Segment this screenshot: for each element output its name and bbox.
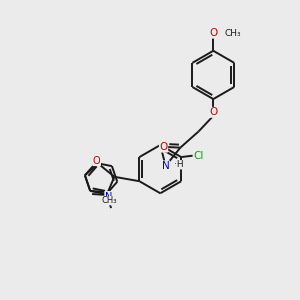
- Text: N: N: [105, 191, 112, 202]
- Text: CH₃: CH₃: [224, 28, 241, 38]
- Text: CH₃: CH₃: [102, 196, 117, 205]
- Text: O: O: [159, 142, 168, 152]
- Text: O: O: [93, 156, 100, 166]
- Text: O: O: [209, 28, 218, 38]
- Text: ·H: ·H: [174, 160, 184, 169]
- Text: Cl: Cl: [193, 151, 203, 160]
- Text: N: N: [162, 161, 170, 171]
- Text: O: O: [209, 107, 218, 117]
